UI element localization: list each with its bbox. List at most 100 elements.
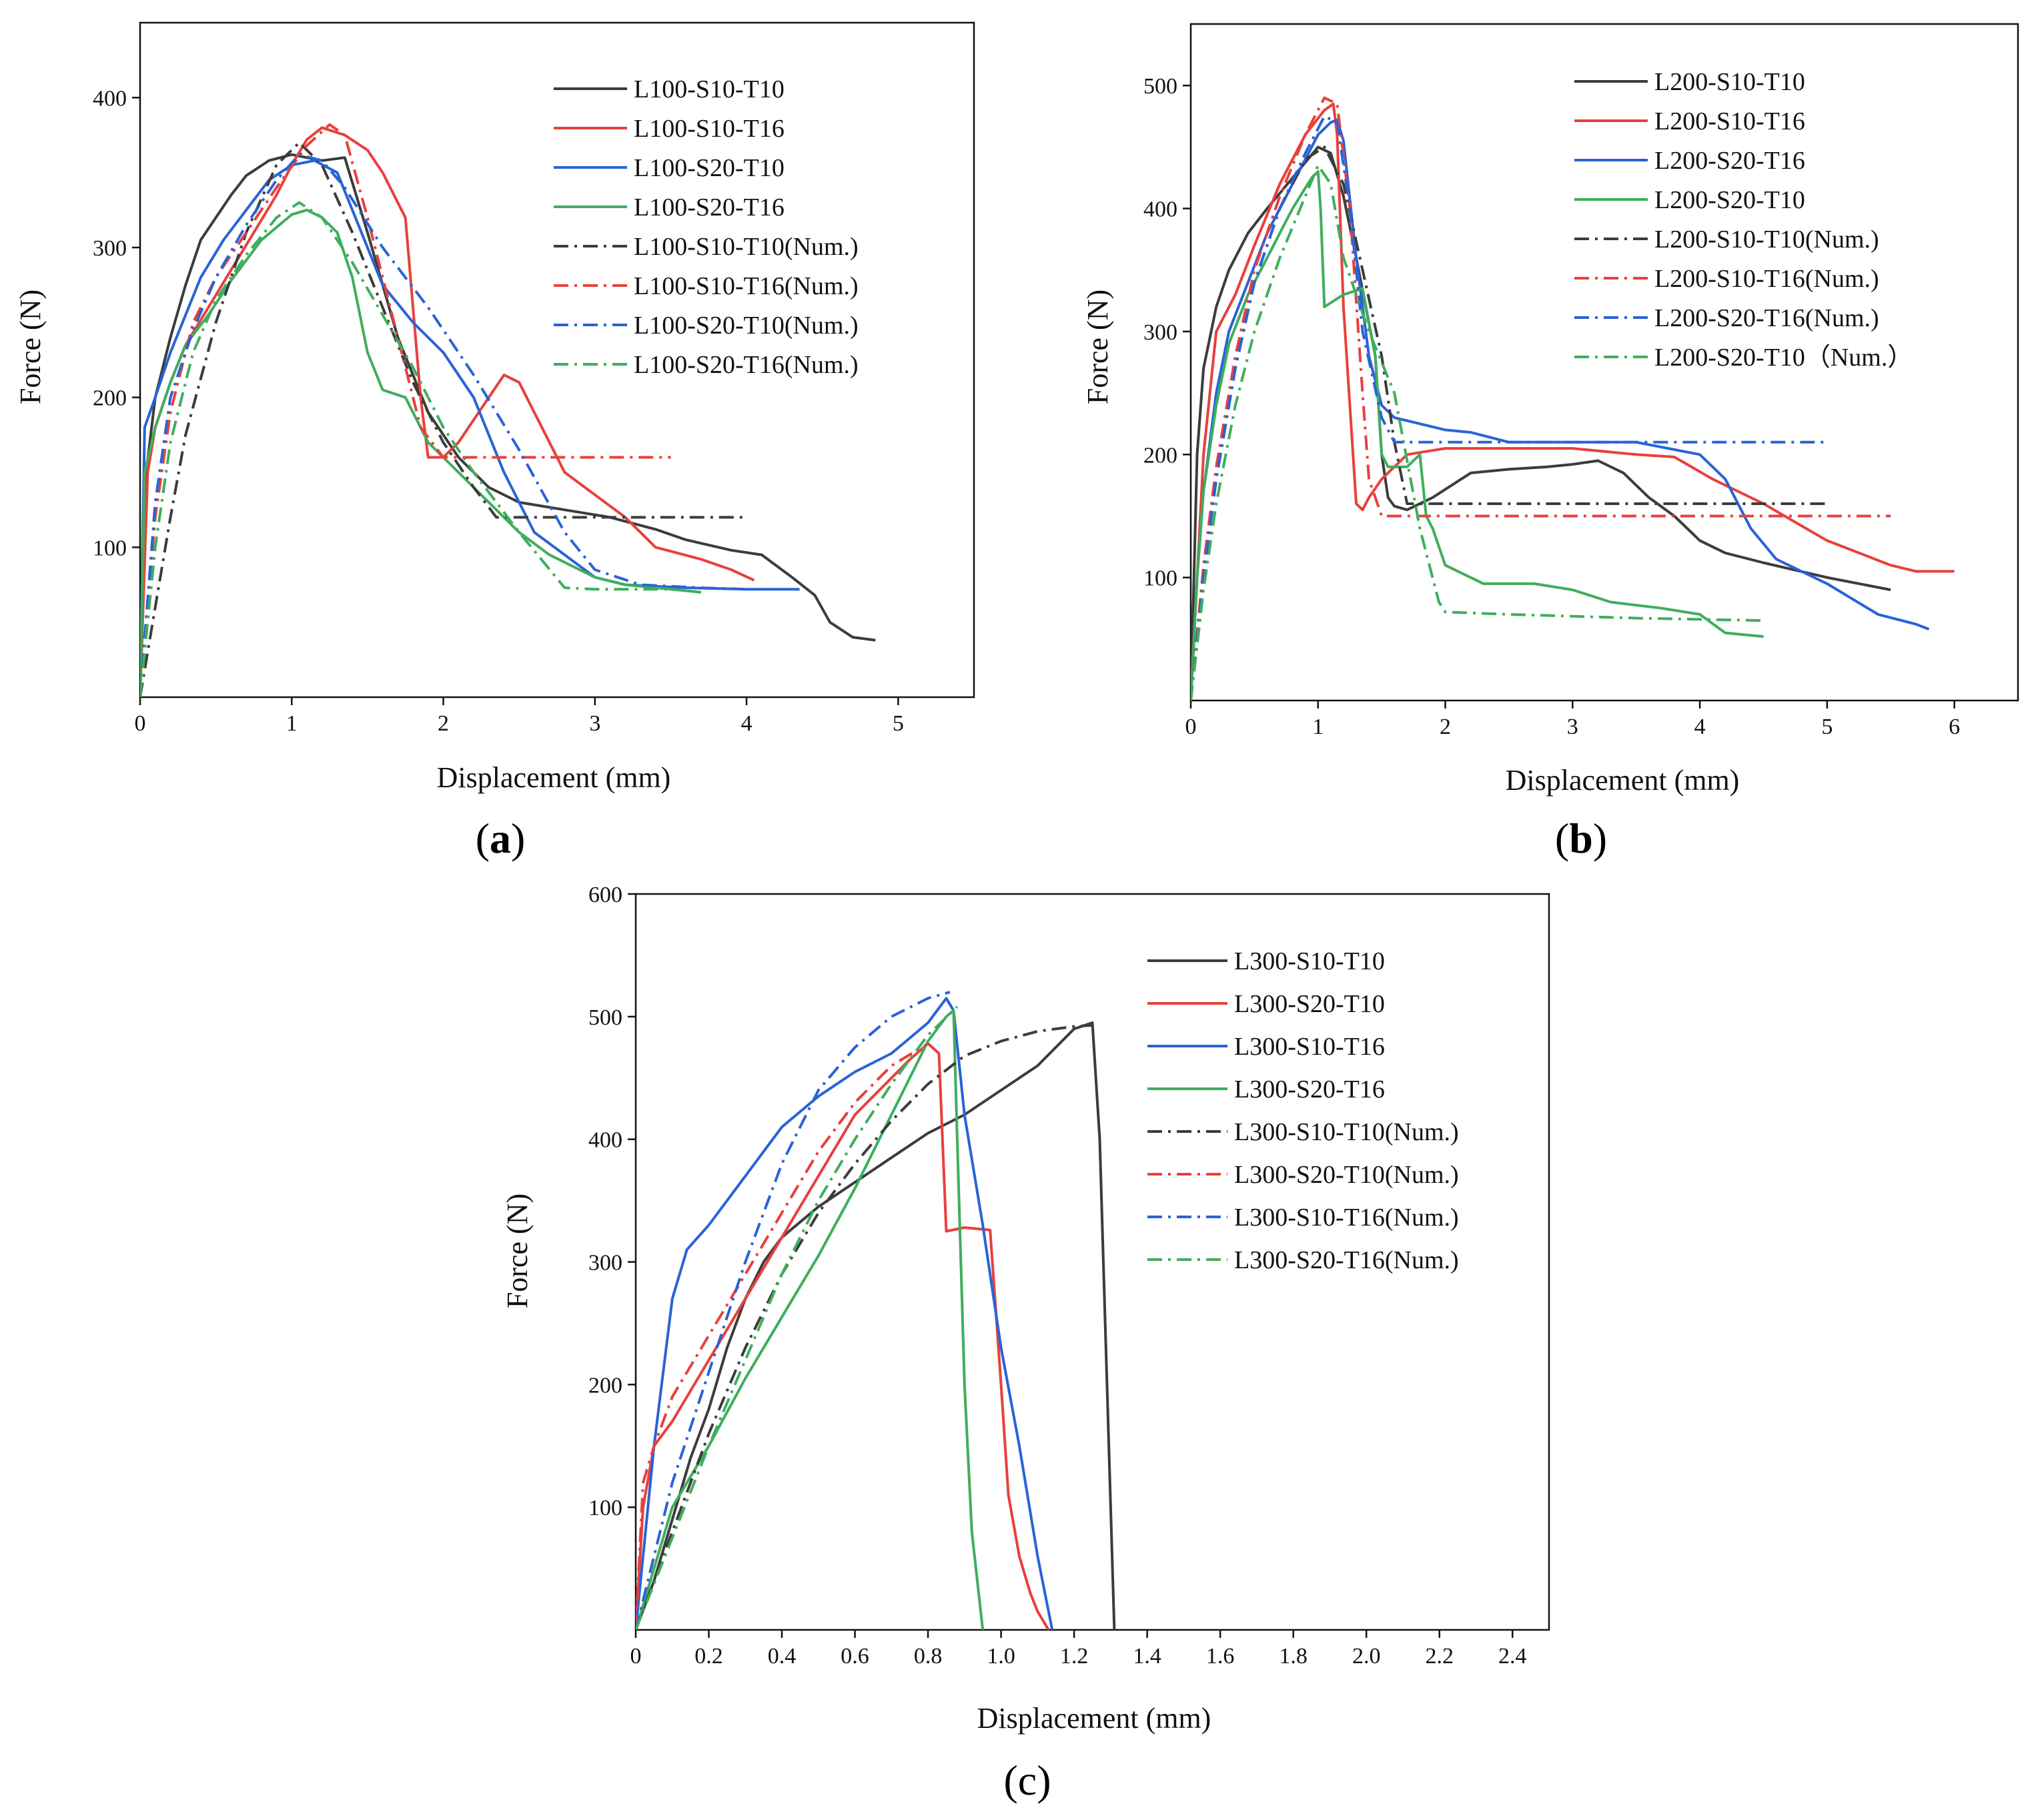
x-tick-label-c: 2.4 — [1498, 1644, 1527, 1669]
series-line-b-3 — [1191, 170, 1764, 701]
panel-letter-c: c — [1018, 1757, 1037, 1804]
plot-area-b: 0 1 2 3 4 5 6 100 200 300 400 500 L200-S10-T10 L200-S… — [1143, 23, 2019, 739]
x-axis-title-a: Displacement (mm) — [437, 761, 671, 794]
series-line-b-6 — [1191, 115, 1827, 701]
x-tick-label-a: 3 — [589, 711, 600, 736]
legend-label-b-2: L200-S20-T16 — [1654, 147, 1805, 175]
x-tick-label-b: 3 — [1567, 715, 1578, 739]
legend-label-b-0: L200-S10-T10 — [1654, 68, 1805, 96]
legend-label-c-2: L300-S10-T16 — [1234, 1033, 1385, 1061]
y-tick-label-c: 500 — [588, 1005, 622, 1030]
series-line-b-0 — [1191, 145, 1891, 701]
legend-label-c-0: L300-S10-T10 — [1234, 947, 1385, 975]
series-line-c-7 — [636, 1005, 959, 1630]
panel-letter-a: a — [490, 815, 511, 862]
y-tick-label-a: 300 — [93, 236, 127, 261]
y-tick-label-b: 300 — [1143, 320, 1177, 345]
legend-label-a-3: L100-S20-T16 — [634, 193, 785, 221]
y-tick-label-a: 200 — [93, 386, 127, 411]
legend-label-c-7: L300-S20-T16(Num.) — [1234, 1246, 1459, 1274]
y-tick-label-a: 100 — [93, 536, 127, 560]
legend-label-c-5: L300-S20-T10(Num.) — [1234, 1161, 1459, 1189]
series-line-c-0 — [636, 1021, 1116, 1630]
legend-label-c-6: L300-S10-T16(Num.) — [1234, 1204, 1459, 1232]
legend-label-b-6: L200-S20-T16(Num.) — [1654, 304, 1879, 332]
series-line-c-1 — [636, 1042, 1050, 1630]
series-line-a-4 — [140, 141, 747, 697]
legend-label-a-4: L100-S10-T10(Num.) — [634, 233, 859, 261]
plot-area-a: 0 1 2 3 4 5 100 200 300 400 L100-S10-T10 L100-S10-T… — [93, 21, 975, 736]
y-tick-label-a: 400 — [93, 86, 127, 111]
axes-frame-a — [139, 21, 975, 699]
series-line-c-2 — [636, 997, 1054, 1630]
legend-label-b-7: L200-S20-T10（Num.） — [1654, 344, 1913, 372]
x-tick-label-c: 2.2 — [1425, 1644, 1454, 1669]
x-tick-label-a: 1 — [286, 711, 298, 736]
x-tick-label-b: 5 — [1821, 715, 1833, 739]
panel-b: 0 1 2 3 4 5 6 100 200 300 400 500 L200-S10-T10 L200-S… — [1081, 23, 2019, 862]
series-line-a-7 — [140, 201, 671, 697]
series-line-a-3 — [140, 208, 702, 697]
y-tick-label-b: 400 — [1143, 197, 1177, 222]
x-tick-label-c: 0.6 — [841, 1644, 869, 1669]
x-tick-label-c: 0.2 — [694, 1644, 723, 1669]
panel-label-c: (c) — [1003, 1757, 1051, 1804]
legend-label-c-4: L300-S10-T10(Num.) — [1234, 1118, 1459, 1146]
panel-a: 0 1 2 3 4 5 100 200 300 400 L100-S10-T10 L100-S10-T… — [14, 21, 975, 862]
legend-label-a-2: L100-S20-T10 — [634, 154, 785, 182]
x-axis-title-b: Displacement (mm) — [1506, 764, 1740, 797]
x-tick-label-c: 0.4 — [768, 1644, 797, 1669]
x-tick-label-a: 2 — [438, 711, 449, 736]
series-line-b-5 — [1191, 96, 1891, 701]
x-tick-label-a: 0 — [135, 711, 146, 736]
legend-label-b-1: L200-S10-T16 — [1654, 107, 1805, 135]
y-axis-title-c: Force (N) — [501, 1194, 534, 1308]
series-line-a-5 — [140, 123, 671, 697]
panel-label-b: (b) — [1555, 815, 1607, 862]
x-tick-label-c: 1.0 — [987, 1644, 1015, 1669]
legend-label-b-3: L200-S20-T10 — [1654, 186, 1805, 214]
legend-label-a-1: L100-S10-T16 — [634, 115, 785, 143]
y-tick-label-c: 400 — [588, 1128, 622, 1153]
panel-label-a: (a) — [476, 815, 526, 862]
x-tick-label-c: 0.8 — [914, 1644, 943, 1669]
legend-label-a-7: L100-S20-T16(Num.) — [634, 351, 859, 379]
legend-label-c-1: L300-S20-T10 — [1234, 990, 1385, 1018]
y-tick-label-c: 300 — [588, 1251, 622, 1276]
y-tick-label-c: 100 — [588, 1496, 622, 1520]
y-tick-label-b: 500 — [1143, 74, 1177, 99]
y-axis-title-a: Force (N) — [14, 290, 47, 404]
x-tick-label-c: 1.8 — [1279, 1644, 1308, 1669]
panel-c: 0 0.2 0.4 0.6 0.8 1.0 1.2 1.4 1.6 1.8 2.0 2.2 2.4 100… — [501, 883, 1550, 1804]
series-line-a-0 — [140, 153, 876, 697]
legend-label-b-4: L200-S10-T10(Num.) — [1654, 225, 1879, 254]
x-axis-title-c: Displacement (mm) — [977, 1702, 1211, 1735]
x-tick-label-b: 2 — [1440, 715, 1451, 739]
y-tick-label-b: 200 — [1143, 443, 1177, 468]
axes-frame-b — [1189, 23, 2019, 702]
series-line-c-4 — [636, 1023, 1093, 1630]
legend-label-a-6: L100-S20-T10(Num.) — [634, 312, 859, 340]
legend-label-c-3: L300-S20-T16 — [1234, 1075, 1385, 1103]
y-tick-label-b: 100 — [1143, 566, 1177, 591]
x-tick-label-c: 1.2 — [1060, 1644, 1089, 1669]
y-tick-label-c: 200 — [588, 1373, 622, 1398]
legend-label-a-5: L100-S10-T16(Num.) — [634, 272, 859, 300]
series-line-a-6 — [140, 153, 747, 697]
y-tick-label-c: 600 — [588, 883, 622, 907]
legend-label-a-0: L100-S10-T10 — [634, 75, 785, 103]
series-line-c-3 — [636, 1009, 985, 1630]
y-axis-title-b: Force (N) — [1081, 290, 1114, 404]
series-line-b-7 — [1191, 164, 1764, 701]
series-line-b-2 — [1191, 118, 1930, 701]
x-tick-label-a: 4 — [741, 711, 752, 736]
series-line-a-1 — [140, 126, 755, 697]
series-line-c-6 — [636, 991, 951, 1630]
legend-label-b-5: L200-S10-T16(Num.) — [1654, 265, 1879, 293]
x-tick-label-c: 1.4 — [1133, 1644, 1161, 1669]
x-tick-label-c: 2.0 — [1352, 1644, 1381, 1669]
x-tick-label-c: 1.6 — [1206, 1644, 1235, 1669]
x-tick-label-a: 5 — [893, 711, 904, 736]
panel-letter-b: b — [1569, 815, 1593, 862]
